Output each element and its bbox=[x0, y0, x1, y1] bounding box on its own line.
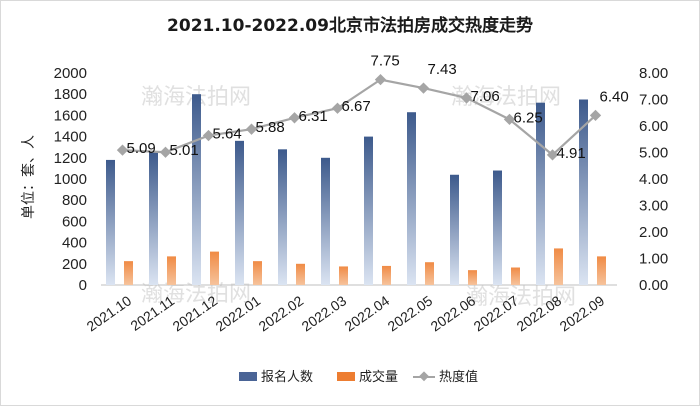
heat-data-label: 7.75 bbox=[371, 53, 400, 70]
heat-data-label: 5.09 bbox=[127, 140, 156, 157]
bar-registrations bbox=[407, 112, 416, 285]
x-tick-label: 2021.10 bbox=[84, 292, 135, 334]
heat-data-label: 6.40 bbox=[600, 88, 629, 105]
y2-tick-label: 4.00 bbox=[639, 171, 668, 188]
y-tick-label: 600 bbox=[62, 213, 87, 230]
y-tick-label: 1600 bbox=[54, 107, 87, 124]
legend-swatch bbox=[239, 372, 257, 381]
heat-point bbox=[159, 146, 172, 158]
heat-data-label: 7.06 bbox=[471, 88, 500, 105]
y-tick-label: 800 bbox=[62, 192, 87, 209]
heat-point bbox=[374, 73, 387, 86]
y-tick-label: 1000 bbox=[54, 171, 87, 188]
watermark-layer: 瀚海法拍网 瀚海法拍网 瀚海法拍网 瀚海法拍网 bbox=[141, 85, 576, 310]
y2-tick-label: 7.00 bbox=[639, 92, 668, 109]
bar-registrations bbox=[579, 99, 588, 285]
bar-registrations bbox=[149, 152, 158, 285]
heat-data-label: 6.31 bbox=[299, 108, 328, 125]
y2-tick-label: 1.00 bbox=[639, 251, 668, 268]
legend: 报名人数 成交量 热度值 bbox=[239, 369, 478, 385]
heat-point bbox=[417, 82, 430, 94]
legend-swatch bbox=[337, 372, 355, 381]
bar-transactions bbox=[124, 261, 133, 285]
heat-point bbox=[546, 149, 559, 161]
x-tick-label: 2022.05 bbox=[385, 292, 436, 334]
bar-registrations bbox=[536, 102, 545, 286]
heat-data-label: 6.67 bbox=[342, 98, 371, 115]
bar-transactions bbox=[167, 256, 176, 285]
y-tick-label: 2000 bbox=[54, 65, 87, 82]
watermark-text: 瀚海法拍网 bbox=[466, 285, 576, 310]
legend-label: 热度值 bbox=[439, 369, 478, 385]
bar-registrations bbox=[106, 159, 115, 285]
bar-transactions bbox=[511, 267, 520, 285]
bar-transactions bbox=[597, 256, 606, 285]
y2-tick-label: 6.00 bbox=[639, 118, 668, 135]
bar-transactions bbox=[210, 251, 219, 285]
line-series: 5.09 5.01 5.64 5.88 6.31 6.67 7.75 7.43 7.06 6.25… bbox=[116, 53, 629, 162]
x-tick-label: 2022.03 bbox=[299, 292, 350, 334]
heat-point bbox=[202, 129, 215, 142]
bar-registrations bbox=[450, 174, 459, 285]
heat-data-label: 4.91 bbox=[557, 145, 586, 162]
bar-transactions bbox=[425, 262, 434, 285]
bar-transactions bbox=[253, 261, 262, 285]
y2-tick-label: 2.00 bbox=[639, 224, 668, 241]
heat-data-label: 5.64 bbox=[213, 126, 242, 143]
x-tick-label: 2022.06 bbox=[428, 292, 479, 334]
heat-data-label: 5.88 bbox=[256, 119, 285, 136]
heat-data-label: 6.25 bbox=[514, 109, 543, 126]
y2-tick-label: 3.00 bbox=[639, 198, 668, 215]
bar-registrations bbox=[278, 149, 287, 285]
y-axis-label: 单位：套、人 bbox=[21, 135, 37, 219]
legend-marker bbox=[419, 371, 429, 382]
bar-transactions bbox=[296, 263, 305, 285]
legend-label: 报名人数 bbox=[261, 369, 313, 385]
watermark-text: 瀚海法拍网 bbox=[141, 282, 251, 307]
heat-data-label: 5.01 bbox=[170, 142, 199, 159]
y2-tick-label: 5.00 bbox=[639, 145, 668, 162]
x-tick-label: 2022.02 bbox=[256, 292, 307, 334]
bar-transactions bbox=[554, 248, 563, 285]
bar-transactions bbox=[339, 266, 348, 285]
y2-axis-ticks: 0.00 1.00 2.00 3.00 4.00 5.00 6.00 7.00 8.00 bbox=[639, 65, 668, 294]
bar-registrations bbox=[235, 140, 244, 285]
x-tick-label: 2022.04 bbox=[342, 292, 393, 334]
bar-transactions bbox=[468, 270, 477, 285]
y-tick-label: 1800 bbox=[54, 86, 87, 103]
y2-tick-label: 8.00 bbox=[639, 65, 668, 82]
bar-registrations bbox=[364, 136, 373, 285]
bar-series bbox=[106, 94, 606, 286]
bar-registrations bbox=[321, 157, 330, 285]
heat-point bbox=[245, 123, 258, 135]
heat-line bbox=[122, 78, 597, 157]
legend-label: 成交量 bbox=[359, 369, 398, 385]
heat-data-label: 7.43 bbox=[428, 61, 457, 78]
y-tick-label: 1400 bbox=[54, 129, 87, 146]
y2-tick-label: 0.00 bbox=[639, 277, 668, 294]
y-tick-label: 400 bbox=[62, 235, 87, 252]
bar-registrations bbox=[493, 170, 502, 285]
y-tick-label: 200 bbox=[62, 256, 87, 273]
bar-transactions bbox=[382, 265, 391, 285]
bar-registrations bbox=[192, 94, 201, 285]
y-axis-ticks: 0 200 400 600 800 1000 1200 1400 1600 1800 2000 bbox=[54, 65, 87, 294]
y-tick-label: 0 bbox=[79, 277, 87, 294]
chart-title: 2021.10-2022.09北京市法拍房成交热度走势 bbox=[167, 15, 533, 36]
y-tick-label: 1200 bbox=[54, 150, 87, 167]
